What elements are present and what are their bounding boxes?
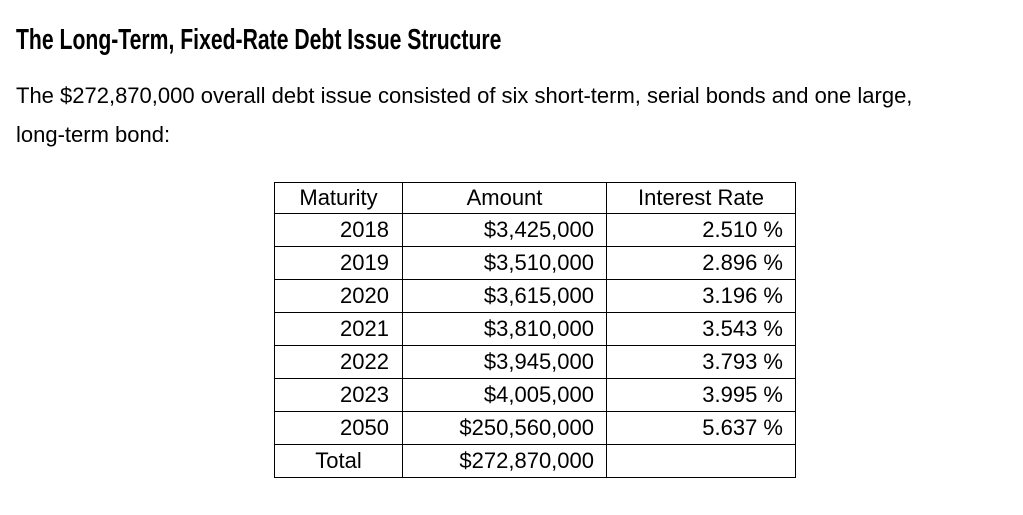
cell-interest-rate: 3.995 % bbox=[606, 378, 796, 412]
cell-maturity: 2050 bbox=[274, 411, 403, 445]
table-row: 2020 $3,615,000 3.196 % bbox=[274, 279, 796, 313]
cell-interest-rate: 2.510 % bbox=[606, 213, 796, 247]
cell-amount: $3,945,000 bbox=[402, 345, 607, 379]
table-row: 2023 $4,005,000 3.995 % bbox=[274, 378, 796, 412]
cell-total-amount: $272,870,000 bbox=[402, 444, 607, 478]
cell-amount: $250,560,000 bbox=[402, 411, 607, 445]
cell-amount: $4,005,000 bbox=[402, 378, 607, 412]
column-header-amount: Amount bbox=[402, 182, 607, 214]
intro-paragraph: The $272,870,000 overall debt issue cons… bbox=[16, 58, 1007, 154]
cell-amount: $3,615,000 bbox=[402, 279, 607, 313]
column-header-interest-rate: Interest Rate bbox=[606, 182, 796, 214]
cell-total-label: Total bbox=[274, 444, 403, 478]
cell-maturity: 2018 bbox=[274, 213, 403, 247]
intro-line-2: long-term bond: bbox=[16, 122, 171, 147]
table-row: 2019 $3,510,000 2.896 % bbox=[274, 246, 796, 280]
cell-interest-rate: 5.637 % bbox=[606, 411, 796, 445]
cell-maturity: 2022 bbox=[274, 345, 403, 379]
intro-line-1: The $272,870,000 overall debt issue cons… bbox=[16, 83, 913, 108]
cell-interest-rate: 3.196 % bbox=[606, 279, 796, 313]
table-row: 2050 $250,560,000 5.637 % bbox=[274, 411, 796, 445]
cell-amount: $3,810,000 bbox=[402, 312, 607, 346]
table-header-row: Maturity Amount Interest Rate bbox=[274, 182, 796, 214]
table-total-row: Total $272,870,000 bbox=[274, 444, 796, 478]
cell-interest-rate: 2.896 % bbox=[606, 246, 796, 280]
cell-maturity: 2021 bbox=[274, 312, 403, 346]
cell-amount: $3,510,000 bbox=[402, 246, 607, 280]
cell-amount: $3,425,000 bbox=[402, 213, 607, 247]
table-row: 2021 $3,810,000 3.543 % bbox=[274, 312, 796, 346]
cell-maturity: 2023 bbox=[274, 378, 403, 412]
cell-maturity: 2019 bbox=[274, 246, 403, 280]
cell-total-rate-empty bbox=[606, 444, 796, 478]
document-page: The Long-Term, Fixed-Rate Debt Issue Str… bbox=[16, 24, 1007, 478]
page-title: The Long-Term, Fixed-Rate Debt Issue Str… bbox=[16, 24, 502, 56]
table-row: 2018 $3,425,000 2.510 % bbox=[274, 213, 796, 247]
table-row: 2022 $3,945,000 3.793 % bbox=[274, 345, 796, 379]
debt-structure-table: Maturity Amount Interest Rate 2018 $3,42… bbox=[274, 182, 796, 478]
cell-interest-rate: 3.543 % bbox=[606, 312, 796, 346]
cell-interest-rate: 3.793 % bbox=[606, 345, 796, 379]
column-header-maturity: Maturity bbox=[274, 182, 403, 214]
cell-maturity: 2020 bbox=[274, 279, 403, 313]
